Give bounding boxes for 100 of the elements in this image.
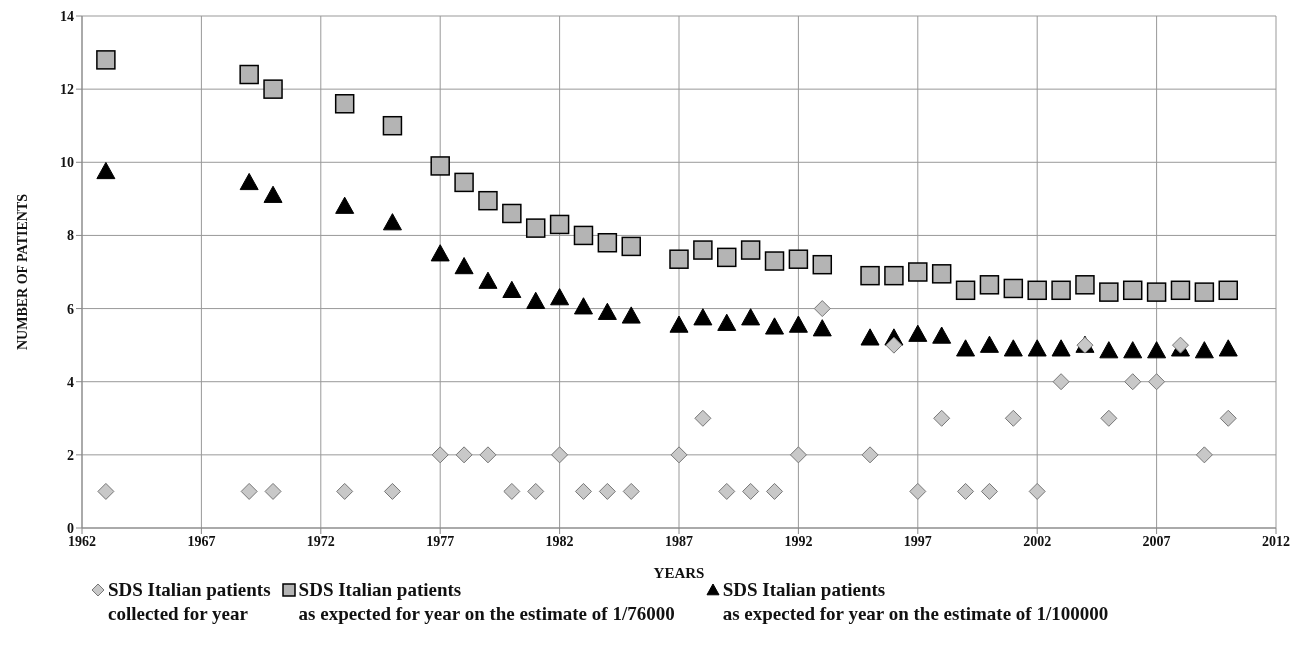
x-tick-label: 2007 [1142, 533, 1171, 549]
y-tick-label: 0 [67, 520, 74, 536]
point [741, 308, 761, 326]
point [454, 257, 474, 275]
point [334, 94, 355, 114]
point [502, 203, 522, 224]
point [1051, 339, 1071, 357]
point [598, 482, 616, 500]
point [1099, 341, 1119, 359]
point [502, 280, 522, 298]
point [955, 280, 976, 301]
point [264, 482, 282, 500]
point [931, 264, 952, 284]
point [1100, 409, 1118, 427]
point [765, 317, 785, 335]
point [549, 214, 570, 235]
point [240, 482, 258, 500]
point [1122, 280, 1143, 301]
point [430, 244, 450, 262]
y-tick-label: 10 [60, 155, 74, 171]
point [525, 218, 546, 238]
point [764, 251, 785, 271]
point [979, 335, 999, 353]
point [933, 409, 951, 427]
point [1075, 275, 1095, 295]
point [909, 482, 927, 500]
point [788, 249, 809, 269]
point [718, 482, 736, 500]
point [1146, 282, 1167, 302]
y-tick-label: 14 [60, 8, 74, 24]
point [979, 275, 1000, 295]
point [957, 482, 975, 500]
x-tick-label: 1972 [306, 533, 335, 549]
point [1004, 409, 1022, 427]
point [813, 300, 831, 318]
x-tick-label: 1982 [545, 533, 574, 549]
point [1194, 282, 1215, 302]
point [788, 315, 808, 333]
point [454, 172, 474, 193]
x-tick-label: 1977 [426, 533, 455, 549]
y-tick-label: 2 [67, 447, 74, 463]
point [239, 172, 259, 191]
point [1051, 280, 1071, 301]
point [1027, 339, 1047, 357]
point [622, 482, 640, 500]
point [1218, 280, 1238, 301]
x-tick-label: 1967 [187, 533, 216, 549]
point [885, 336, 903, 354]
point [336, 482, 354, 500]
point [383, 482, 401, 500]
legend-label: SDS Italian patients as expected for year on the estimate of 1/76000 [298, 579, 675, 624]
y-tick-label: 4 [67, 374, 74, 390]
point [335, 196, 355, 214]
point [1147, 341, 1167, 359]
point [621, 306, 641, 324]
x-tick-label: 1987 [665, 533, 693, 549]
point [263, 185, 283, 203]
point [1218, 339, 1238, 357]
point [382, 115, 403, 136]
point [1170, 280, 1191, 301]
point [1195, 446, 1213, 464]
point [669, 315, 689, 333]
point [382, 213, 402, 231]
point [431, 446, 449, 464]
point [742, 482, 760, 500]
point [1052, 373, 1070, 391]
point [860, 265, 880, 286]
point [503, 482, 521, 500]
point [694, 409, 712, 427]
x-tick-label: 1962 [68, 533, 96, 549]
legend-label: SDS Italian patients collected for year [108, 578, 271, 626]
point [717, 313, 737, 331]
point [97, 482, 115, 500]
x-axis-title: YEARS [653, 565, 705, 581]
point [1123, 341, 1143, 359]
point [860, 328, 880, 346]
point [861, 446, 879, 464]
point [812, 254, 833, 275]
point [1027, 280, 1047, 301]
legend-label: SDS Italian patients as expected for year on the estimate of 1/100000 [722, 578, 1109, 626]
point [479, 446, 497, 464]
point [693, 308, 713, 326]
point [621, 236, 641, 257]
point [263, 79, 283, 99]
point [1194, 341, 1214, 359]
point [478, 190, 498, 211]
x-tick-label: 1997 [903, 533, 932, 549]
point [908, 262, 928, 282]
point [717, 247, 737, 268]
point [1124, 373, 1142, 391]
point [670, 446, 688, 464]
point [527, 482, 545, 500]
point [597, 232, 618, 253]
point [526, 291, 546, 309]
point [956, 339, 976, 357]
point [980, 482, 998, 500]
point [573, 297, 593, 315]
point [812, 319, 832, 337]
x-tick-label: 2012 [1262, 533, 1290, 549]
y-axis-title: NUMBER OF PATIENTS [14, 193, 30, 351]
